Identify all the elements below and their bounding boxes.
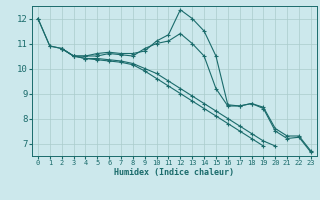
X-axis label: Humidex (Indice chaleur): Humidex (Indice chaleur) — [115, 168, 234, 177]
